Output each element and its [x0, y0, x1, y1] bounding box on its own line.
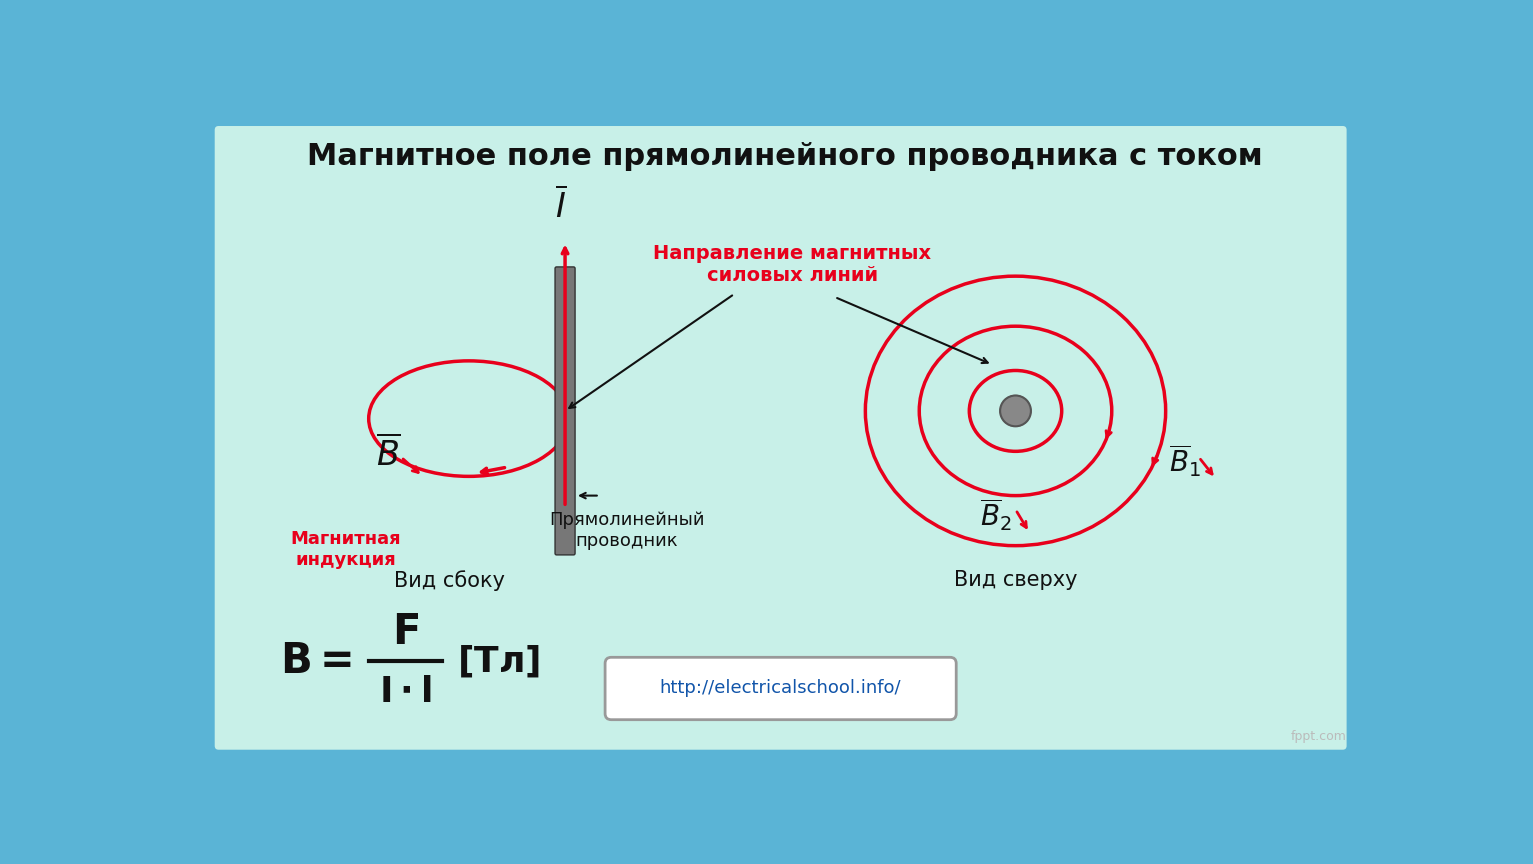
FancyBboxPatch shape [606, 658, 957, 720]
Text: $\mathbf{B=}$: $\mathbf{B=}$ [281, 640, 353, 683]
Text: $\overline{B}_1$: $\overline{B}_1$ [1170, 442, 1200, 480]
Text: Вид сбоку: Вид сбоку [394, 570, 504, 591]
Text: http://electricalschool.info/: http://electricalschool.info/ [659, 679, 901, 697]
Text: $\mathbf{[Тл]}$: $\mathbf{[Тл]}$ [457, 643, 540, 679]
Text: fppt.com: fppt.com [1291, 730, 1346, 743]
Text: $\mathbf{F}$: $\mathbf{F}$ [392, 611, 419, 653]
Text: $\overline{B}_2$: $\overline{B}_2$ [981, 497, 1012, 533]
Text: $\mathbf{I \cdot l}$: $\mathbf{I \cdot l}$ [379, 675, 432, 709]
Text: Прямолинейный
проводник: Прямолинейный проводник [549, 511, 704, 550]
Text: Вид сверху: Вид сверху [954, 570, 1078, 590]
Text: Магнитное поле прямолинейного проводника с током: Магнитное поле прямолинейного проводника… [307, 143, 1262, 171]
Text: $\overline{B}$: $\overline{B}$ [376, 435, 400, 472]
Text: Магнитная
индукция: Магнитная индукция [290, 530, 402, 569]
Circle shape [1000, 396, 1030, 426]
FancyBboxPatch shape [215, 126, 1346, 750]
Text: Направление магнитных
силовых линий: Направление магнитных силовых линий [653, 245, 931, 285]
FancyBboxPatch shape [555, 267, 575, 555]
Text: $\overline{I}$: $\overline{I}$ [555, 187, 567, 224]
